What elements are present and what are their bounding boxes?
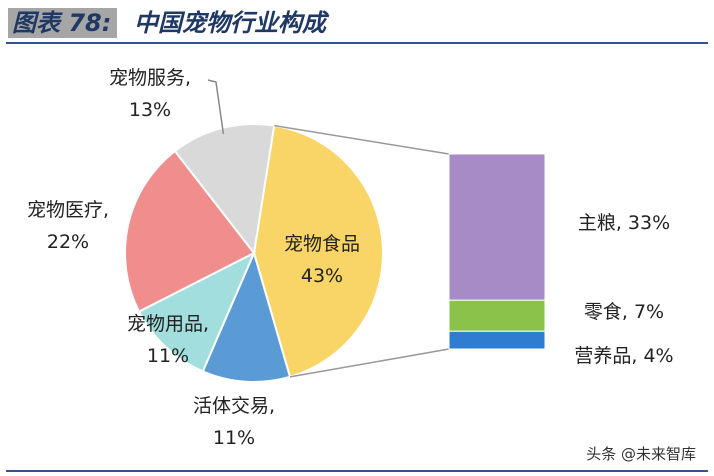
pie-label-name-1: 活体交易, [193,395,275,417]
pie-label-value-4: 13% [129,99,171,121]
pie-label-name-4: 宠物服务, [109,67,191,89]
pie-chart [124,123,384,383]
connector-lines [207,79,450,378]
pie-slice-0 [252,124,384,379]
leader-line [207,79,225,135]
bottom-rule [6,470,708,472]
pie-label-name-2: 宠物用品, [127,313,209,335]
connector-top [274,124,450,155]
pie-label-value-0: 43% [301,265,343,287]
stacked-bar [448,153,546,350]
pie-label-value-1: 11% [213,427,255,449]
figure-title: 中国宠物行业构成 [134,9,326,37]
pie-slice-3 [124,149,256,313]
bar-segment-label-2: 营养品, 4% [574,345,673,367]
figure-header: 图表 78: 中国宠物行业构成 [6,4,708,44]
connector-bottom [289,348,450,378]
bar-segment-0 [448,153,546,301]
chart-labels: 宠物食品 43% 活体交易, 11% 宠物用品, 11% 宠物医疗, 22% 宠物服务, 13% 主… [27,67,674,449]
watermark: 头条 @未来智库 [582,443,700,464]
pie-slice-2 [137,250,257,373]
pie-label-value-3: 22% [47,231,89,253]
pie-label-name-0: 宠物食品 [284,233,360,255]
figure-number-label: 图表 78: [8,8,118,38]
pie-slice-1 [201,250,292,383]
bar-segment-label-0: 主粮, 33% [578,212,670,234]
bar-segment-2 [448,330,546,350]
pie-label-name-3: 宠物医疗, [27,199,109,221]
bar-segment-1 [448,299,546,332]
bar-segment-label-1: 零食, 7% [584,301,664,323]
pie-label-value-2: 11% [147,345,189,367]
